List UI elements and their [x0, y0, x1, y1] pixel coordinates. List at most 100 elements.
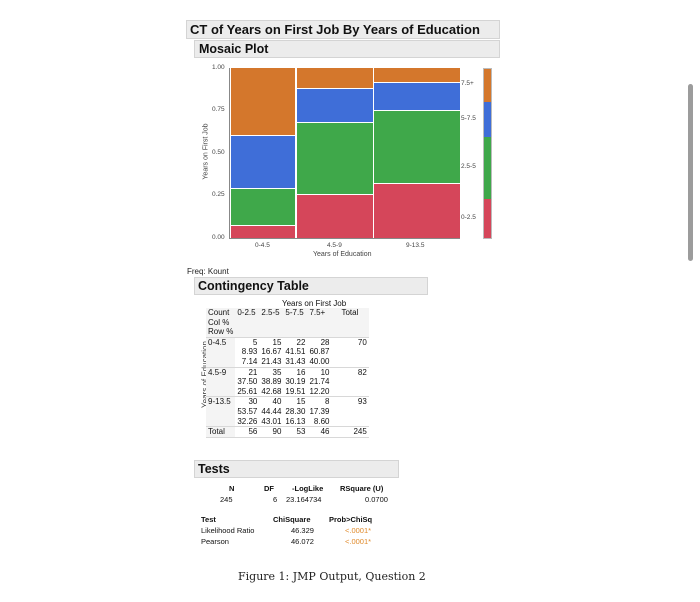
- x-tick: 9-13.5: [406, 242, 425, 249]
- mosaic-cell-9-13.5-7.5plus: [374, 68, 460, 82]
- contingency-table-header[interactable]: Contingency Table: [194, 277, 428, 295]
- table-cell: 4.5-9: [206, 367, 236, 378]
- mosaic-cell-4.5-9-2.5-5: [297, 123, 373, 194]
- table-cell: 0-4.5: [206, 337, 236, 348]
- table-cell: [331, 407, 368, 417]
- mosaic-cell-0-4.5-7.5plus: [231, 68, 295, 135]
- table-cell: [259, 317, 284, 328]
- table-cell: 37.50: [237, 377, 258, 387]
- test-prob: <.0001*: [345, 526, 372, 535]
- table-cell: 53: [283, 426, 308, 438]
- right-label-0-2.5: 0-2.5: [461, 214, 476, 221]
- table-cell: 30: [248, 397, 258, 407]
- table-cell: [331, 327, 369, 338]
- table-cell: 245: [331, 426, 369, 438]
- table-cell: [259, 327, 284, 338]
- table-cell: 30.19: [285, 377, 306, 387]
- mosaic-cell-0-4.5-0-2.5: [231, 226, 295, 238]
- test-header-prob: Prob>ChiSq: [329, 515, 373, 524]
- mosaic-cell-9-13.5-5-7.5: [374, 83, 460, 110]
- mosaic-cell-4.5-9-7.5plus: [297, 68, 373, 88]
- table-cell: [331, 377, 368, 387]
- table-cell: 22: [296, 337, 306, 347]
- table-cell: 5: [252, 337, 258, 347]
- table-row: 4.5-9 21 35 16 10 82: [206, 367, 369, 378]
- y-tick: 0.75: [212, 106, 225, 113]
- table-cell: 82: [357, 367, 367, 377]
- test-chisq: 46.329: [291, 526, 314, 535]
- table-cell: 16.13: [283, 416, 308, 428]
- legend-swatch-0-2.5: [484, 199, 491, 238]
- table-cell: 46: [307, 426, 332, 438]
- right-label-7.5plus: 7.5+: [461, 80, 474, 87]
- summary-loglike: 23.164734: [286, 495, 322, 504]
- table-cell: [206, 347, 236, 357]
- table-cell: [206, 386, 236, 398]
- test-header-test: Test: [201, 515, 216, 524]
- y-axis-label: Years on First Job: [202, 123, 210, 180]
- right-label-2.5-5: 2.5-5: [461, 163, 476, 170]
- table-cell: 10: [320, 367, 330, 377]
- summary-header-rsquare: RSquare (U): [340, 484, 384, 493]
- table-cell: [206, 377, 236, 387]
- table-cell: 8: [325, 397, 330, 407]
- test-prob: <.0001*: [345, 537, 372, 546]
- table-cell: 21.43: [259, 356, 284, 368]
- table-cell: [331, 317, 369, 328]
- table-cell: [307, 327, 332, 338]
- table-cell: 38.89: [261, 377, 282, 387]
- table-cell: 53.57: [237, 406, 258, 416]
- mosaic-cell-0-4.5-5-7.5: [231, 136, 295, 188]
- mosaic-cell-0-4.5-2.5-5: [231, 189, 295, 225]
- summary-rsquare: 0.0700: [365, 495, 388, 504]
- table-cell: 56: [235, 426, 260, 438]
- table-cell: [206, 356, 236, 368]
- table-cell: 15: [296, 397, 306, 407]
- table-cell: Col %: [206, 317, 236, 328]
- table-cell: 41.51: [285, 347, 306, 357]
- table-cell: 21: [248, 367, 258, 377]
- table-cell: 32.26: [235, 416, 260, 428]
- table-cell: [206, 416, 236, 428]
- table-cell: 43.01: [259, 416, 284, 428]
- color-legend-bar[interactable]: [483, 68, 492, 239]
- table-cell: 12.20: [307, 386, 332, 398]
- y-tick: 1.00: [212, 64, 225, 71]
- table-cell: 7.14: [235, 356, 260, 368]
- table-cell: 90: [259, 426, 284, 438]
- col-header: Total: [331, 308, 369, 318]
- col-header: 2.5-5: [259, 308, 284, 318]
- report-title[interactable]: CT of Years on First Job By Years of Edu…: [186, 20, 500, 39]
- table-cell: [235, 317, 260, 328]
- mosaic-plot-header[interactable]: Mosaic Plot: [194, 40, 500, 58]
- table-cell: 16.67: [261, 347, 282, 357]
- table-cell: [283, 317, 308, 328]
- table-cell: 8.60: [307, 416, 332, 428]
- col-header: 0-2.5: [235, 308, 260, 318]
- col-group-label: Years on First Job: [282, 299, 347, 308]
- table-cell: 15: [272, 337, 282, 347]
- right-label-5-7.5: 5-7.5: [461, 115, 476, 122]
- x-axis-label: Years of Education: [313, 251, 372, 258]
- y-tick: 0.50: [212, 149, 225, 156]
- table-cell: [283, 327, 308, 338]
- mosaic-cell-4.5-9-5-7.5: [297, 89, 373, 122]
- col-header: 5-7.5: [283, 308, 308, 318]
- mosaic-cell-9-13.5-0-2.5: [374, 184, 460, 238]
- test-name: Likelihood Ratio: [201, 526, 255, 535]
- figure-caption: Figure 1: JMP Output, Question 2: [238, 570, 426, 583]
- table-cell: Total: [206, 426, 236, 438]
- mosaic-plot[interactable]: [231, 68, 460, 238]
- summary-header-n: N: [229, 484, 235, 493]
- table-cell: 35: [272, 367, 282, 377]
- legend-swatch-5-7.5: [484, 102, 491, 137]
- vertical-scrollbar[interactable]: [688, 84, 693, 261]
- tests-header[interactable]: Tests: [194, 460, 399, 478]
- table-cell: 17.39: [309, 406, 330, 416]
- table-cell: 60.87: [309, 347, 330, 357]
- table-row: 0-4.5 5 15 22 28 70: [206, 337, 369, 348]
- legend-swatch-7.5plus: [484, 69, 491, 102]
- table-cell: 40: [272, 397, 282, 407]
- table-cell: [206, 406, 236, 417]
- table-cell: [307, 317, 332, 328]
